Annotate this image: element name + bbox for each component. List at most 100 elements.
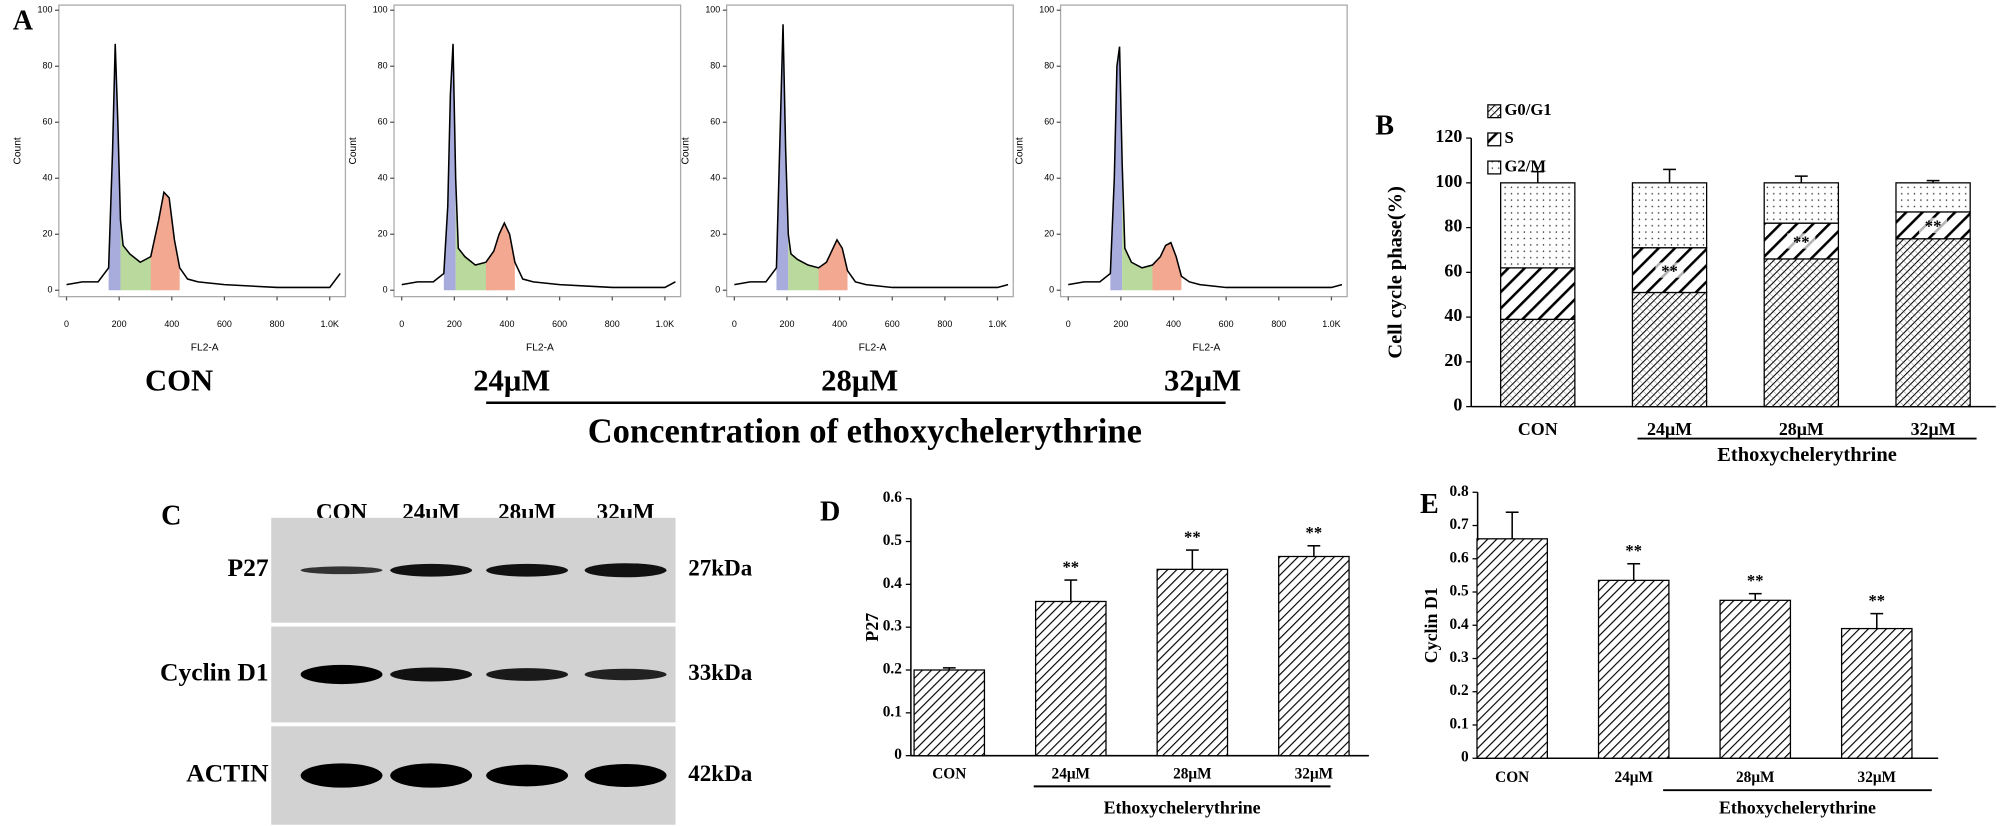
band xyxy=(584,763,667,788)
y-tick-label: 40 xyxy=(42,173,52,183)
x-tick-label: 800 xyxy=(270,319,285,329)
row-label: P27 xyxy=(227,553,268,582)
bar-segment xyxy=(1500,318,1576,408)
y-tick-label: 60 xyxy=(710,117,720,127)
y-tick-label: 0.6 xyxy=(883,489,903,506)
band xyxy=(486,563,569,577)
chart-title: 28μM xyxy=(821,364,898,398)
y-tick-label: 0.6 xyxy=(1450,549,1470,566)
row-label: ACTIN xyxy=(186,758,269,787)
y-axis-label: Count xyxy=(1014,137,1025,164)
band xyxy=(300,664,383,685)
x-axis-label: FL2-A xyxy=(1192,342,1220,353)
annotation-bg xyxy=(1919,217,1948,234)
band xyxy=(486,764,569,787)
x-tick-label: 0 xyxy=(64,319,69,329)
bar-segment xyxy=(1631,291,1708,408)
bar-segment xyxy=(1631,182,1708,249)
phase-area xyxy=(150,192,180,291)
group-label: Ethoxychelerythrine xyxy=(1719,797,1876,817)
y-tick-label: 0 xyxy=(1453,395,1462,415)
y-tick-label: 0.8 xyxy=(1450,483,1470,500)
plot-frame xyxy=(58,4,347,298)
significance: ** xyxy=(1793,232,1810,251)
legend-label: G2/M xyxy=(1505,156,1547,175)
panel-label: B xyxy=(1375,110,1394,141)
phase-area xyxy=(788,234,827,291)
x-tick-label: 1.0K xyxy=(1322,319,1340,329)
phase-area xyxy=(108,43,121,291)
plot-frame xyxy=(726,4,1014,298)
x-tick-label: 0 xyxy=(1066,319,1071,329)
x-tick-label: CON xyxy=(1518,419,1558,439)
x-tick-label: 600 xyxy=(1219,319,1234,329)
x-tick-label: 200 xyxy=(447,319,462,329)
phase-area xyxy=(776,24,789,291)
x-axis-label: FL2-A xyxy=(526,342,554,353)
y-axis-label: P27 xyxy=(862,613,882,642)
phase-area xyxy=(120,220,159,291)
row-label: Cyclin D1 xyxy=(160,657,269,686)
legend-swatch xyxy=(1487,160,1502,175)
annotation-bg xyxy=(1787,233,1816,249)
histogram-line xyxy=(1068,46,1343,289)
band xyxy=(584,668,667,681)
bar-segment xyxy=(1763,258,1840,408)
bar xyxy=(913,669,986,757)
y-tick-label: 80 xyxy=(378,61,388,71)
bar xyxy=(1278,555,1350,757)
y-tick-label: 0 xyxy=(1461,749,1469,766)
y-tick-label: 60 xyxy=(1444,260,1462,280)
x-tick-label: 200 xyxy=(1113,319,1128,329)
x-tick-label: 1.0K xyxy=(988,319,1006,329)
band xyxy=(390,763,473,788)
x-tick-label: 800 xyxy=(937,319,952,329)
y-tick-label: 0.7 xyxy=(1450,516,1470,533)
x-tick-label: 0 xyxy=(399,319,404,329)
annotation-bg xyxy=(1655,262,1684,278)
bar xyxy=(1597,579,1670,759)
group-label: Concentration of ethoxychelerythrine xyxy=(588,413,1142,451)
x-tick-label: 600 xyxy=(552,319,567,329)
y-axis-label: Cell cycle phase(%) xyxy=(1385,186,1407,359)
legend-swatch xyxy=(1487,132,1502,147)
significance: ** xyxy=(1306,523,1323,542)
chart-title: CON xyxy=(145,364,213,398)
x-tick-label: 28μM xyxy=(1736,769,1775,786)
panel-label: D xyxy=(820,496,840,527)
x-tick-label: 28μM xyxy=(1173,765,1212,782)
x-axis-label: FL2-A xyxy=(191,342,219,353)
x-tick-label: 24μM xyxy=(1647,419,1692,439)
legend-swatch xyxy=(1487,104,1502,119)
x-tick-label: 28μM xyxy=(1779,419,1824,439)
bar-segment xyxy=(1763,182,1840,224)
y-tick-label: 100 xyxy=(1039,5,1054,15)
y-tick-label: 0.5 xyxy=(883,532,903,549)
group-label: Ethoxychelerythrine xyxy=(1104,797,1261,817)
band xyxy=(584,563,667,578)
y-tick-label: 40 xyxy=(1444,305,1462,325)
y-tick-label: 0 xyxy=(47,285,52,295)
legend-label: S xyxy=(1505,128,1514,147)
bar-segment xyxy=(1895,238,1971,408)
y-tick-label: 0.3 xyxy=(883,618,903,635)
band xyxy=(486,668,569,681)
y-tick-label: 80 xyxy=(42,61,52,71)
band xyxy=(300,763,383,788)
x-tick-label: 32μM xyxy=(1858,769,1897,786)
bar-segment xyxy=(1500,267,1576,320)
significance: ** xyxy=(1925,217,1942,236)
y-tick-label: 80 xyxy=(710,61,720,71)
y-axis-label: Count xyxy=(13,137,24,164)
y-tick-label: 100 xyxy=(705,5,720,15)
band xyxy=(390,667,473,682)
y-tick-label: 60 xyxy=(1044,117,1054,127)
x-tick-label: 200 xyxy=(780,319,795,329)
y-tick-label: 0.2 xyxy=(883,661,902,678)
plot-frame xyxy=(393,4,682,298)
x-tick-label: 600 xyxy=(885,319,900,329)
bar xyxy=(1476,538,1548,759)
histogram-line xyxy=(734,24,1009,289)
